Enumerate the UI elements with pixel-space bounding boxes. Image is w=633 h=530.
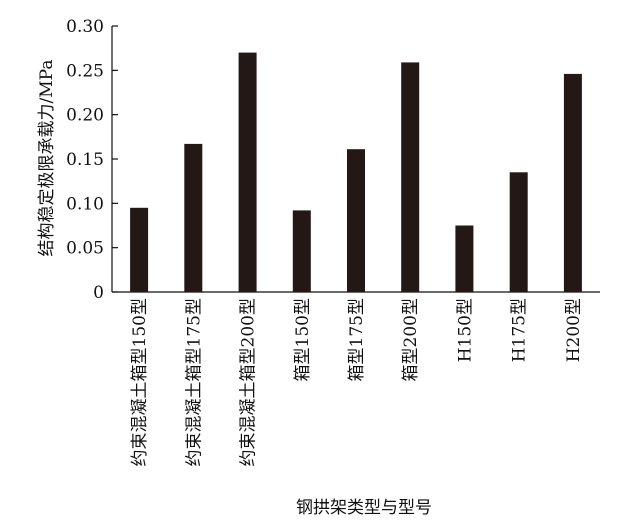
y-tick-label: 0.10 bbox=[66, 194, 104, 214]
x-tick-label: H175型 bbox=[510, 298, 530, 362]
x-tick-label: H150型 bbox=[455, 298, 475, 362]
y-tick-label: 0.25 bbox=[66, 61, 104, 81]
y-tick-label: 0.30 bbox=[66, 17, 104, 37]
x-axis-title: 钢拱架类型与型号 bbox=[296, 498, 432, 518]
x-tick-label: 约束混凝土箱型150型 bbox=[130, 298, 150, 466]
x-axis-tick-labels: 约束混凝土箱型150型 约束混凝土箱型175型 约束混凝土箱型200型 箱型150型 箱… bbox=[130, 298, 584, 466]
y-tick-label: 0.15 bbox=[66, 150, 104, 170]
x-tick-label: 箱型175型 bbox=[347, 298, 367, 381]
bar-9 bbox=[563, 73, 582, 293]
y-axis: 0 0.05 0.10 0.15 0.20 0.25 0.30 bbox=[66, 17, 600, 303]
bar-7 bbox=[455, 225, 474, 292]
bar-4 bbox=[292, 210, 311, 292]
y-tick-label: 0.05 bbox=[66, 239, 104, 259]
y-tick-label: 0 bbox=[93, 283, 104, 303]
x-tick-label: 约束混凝土箱型175型 bbox=[184, 298, 204, 466]
bar-1 bbox=[130, 207, 149, 292]
bar-6 bbox=[401, 62, 420, 293]
bar-8 bbox=[509, 172, 528, 292]
x-tick-label: H200型 bbox=[564, 298, 584, 362]
bars bbox=[130, 52, 582, 293]
bar-2 bbox=[184, 143, 203, 292]
bar-3 bbox=[238, 52, 257, 292]
y-axis-title: 结构稳定极限承载力/MPa bbox=[37, 60, 57, 257]
x-tick-label: 箱型200型 bbox=[401, 298, 421, 381]
x-tick-label: 约束混凝土箱型200型 bbox=[239, 298, 259, 466]
bar-5 bbox=[347, 149, 365, 292]
y-tick-label: 0.20 bbox=[66, 106, 104, 126]
x-tick-label: 箱型150型 bbox=[293, 298, 313, 381]
